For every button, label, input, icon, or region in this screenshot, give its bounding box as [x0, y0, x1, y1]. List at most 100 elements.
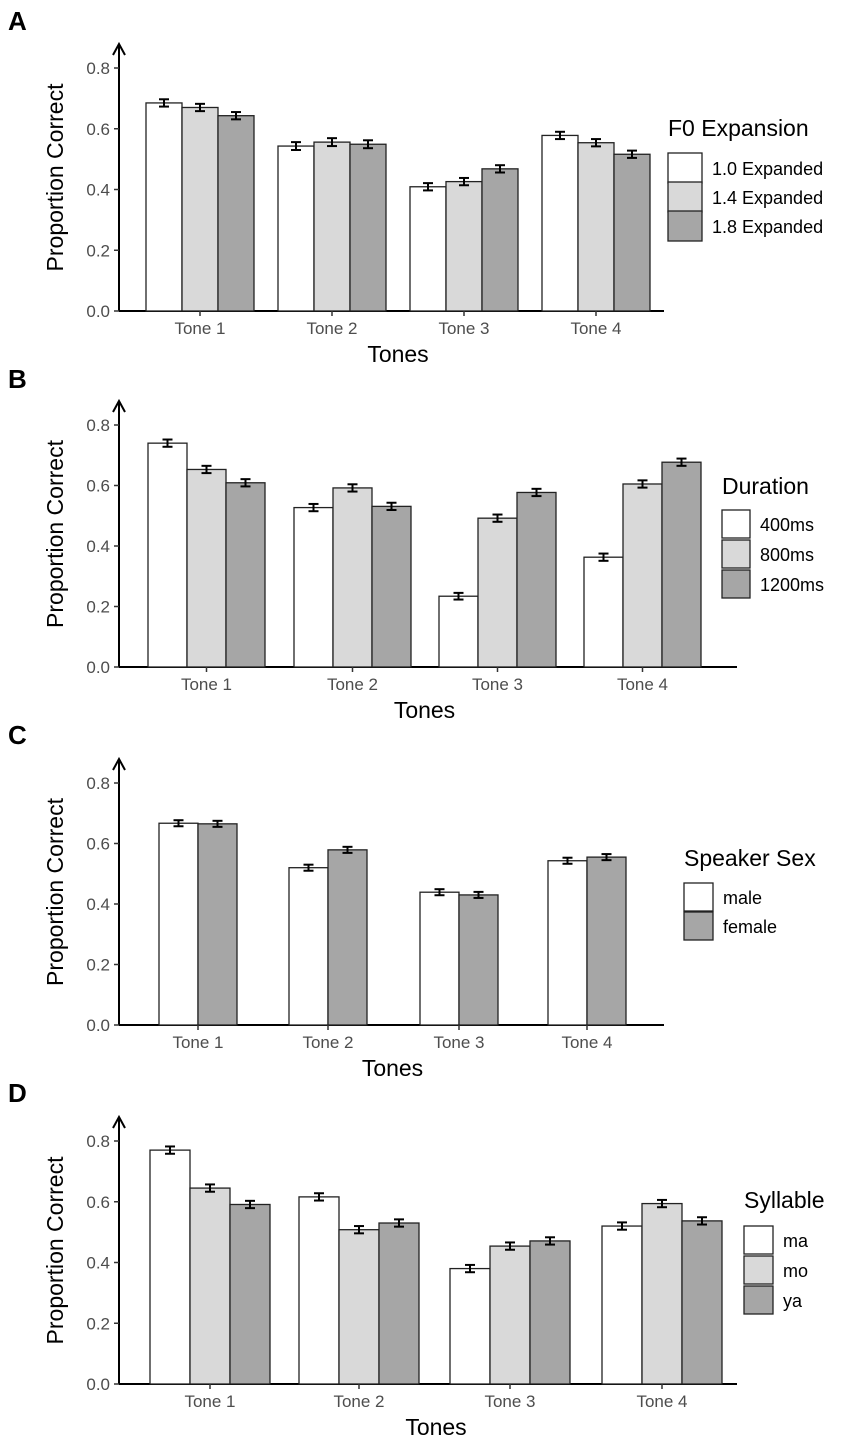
y-axis-title: Proportion Correct	[42, 439, 68, 628]
legend-swatch	[667, 152, 703, 184]
legend-label: ya	[783, 1291, 803, 1311]
y-tick-label: 0.2	[86, 241, 110, 260]
legend-label: female	[723, 917, 777, 937]
y-axis-arrow	[112, 398, 126, 413]
bar	[349, 143, 387, 312]
y-tick-label: 0.0	[86, 658, 110, 677]
bar	[449, 1267, 491, 1385]
panel-letter: C	[8, 720, 27, 750]
x-tick-label: Tone 4	[636, 1392, 687, 1411]
legend-swatch	[683, 882, 714, 912]
bar	[438, 595, 479, 668]
bar	[661, 461, 702, 668]
legend-label: 1.0 Expanded	[712, 159, 823, 179]
y-tick-label: 0.2	[86, 598, 110, 617]
legend-label: 400ms	[760, 515, 814, 535]
y-axis-title: Proportion Correct	[42, 83, 68, 272]
bar	[338, 1229, 380, 1385]
x-tick-label: Tone 1	[184, 1392, 235, 1411]
bar	[186, 468, 227, 668]
y-tick-label: 0.6	[86, 1193, 110, 1212]
y-tick-label: 0.0	[86, 1016, 110, 1035]
x-tick-label: Tone 3	[433, 1033, 484, 1052]
bar	[641, 1202, 683, 1385]
chart-panel-b: B 0.0 0.2 0.4 0.6 0.8 Proportion Correct Tone 1…	[8, 364, 824, 723]
legend-label: 800ms	[760, 545, 814, 565]
legend-title: Duration	[722, 473, 809, 499]
x-tick-label: Tone 2	[333, 1392, 384, 1411]
y-tick-label: 0.4	[86, 1254, 110, 1273]
legend-swatch	[743, 1225, 774, 1255]
x-axis-title: Tones	[367, 341, 428, 367]
bar	[458, 894, 499, 1026]
y-tick-label: 0.4	[86, 181, 110, 200]
bar	[217, 115, 255, 312]
x-tick-label: Tone 3	[472, 675, 523, 694]
x-axis-title: Tones	[394, 697, 455, 723]
chart-panel-c: C 0.0 0.2 0.4 0.6 0.8 Proportion Correct Tone 1…	[8, 720, 816, 1081]
legend-swatch	[721, 569, 751, 599]
bar	[197, 823, 238, 1026]
legend-swatch	[667, 181, 703, 213]
legend-swatch	[721, 539, 751, 569]
y-axis-title: Proportion Correct	[42, 797, 68, 986]
legend-title: Syllable	[744, 1187, 825, 1213]
bar	[681, 1220, 723, 1385]
panel-letter: A	[8, 6, 27, 36]
y-tick-label: 0.6	[86, 477, 110, 496]
legend-swatch	[743, 1255, 774, 1285]
bar	[313, 141, 351, 312]
chart-panel-d: D 0.0 0.2 0.4 0.6 0.8 Proportion Correct Tone 1…	[8, 1078, 825, 1440]
legend-title: F0 Expansion	[668, 115, 809, 141]
y-tick-label: 0.8	[86, 416, 110, 435]
bar	[327, 849, 368, 1026]
x-tick-label: Tone 1	[172, 1033, 223, 1052]
y-tick-label: 0.8	[86, 774, 110, 793]
legend-label: 1.4 Expanded	[712, 188, 823, 208]
legend-swatch	[743, 1285, 774, 1315]
chart-panel-a: A 0.0 0.2 0.4 0.6 0.8 Proportion Correct Tone 1…	[8, 6, 823, 367]
bar	[445, 180, 483, 312]
x-tick-label: Tone 1	[174, 319, 225, 338]
legend-title: Speaker Sex	[684, 845, 816, 871]
bar	[481, 168, 519, 312]
legend-label: mo	[783, 1261, 808, 1281]
y-tick-label: 0.0	[86, 302, 110, 321]
legend-swatch	[683, 911, 714, 941]
y-tick-label: 0.8	[86, 59, 110, 78]
y-tick-label: 0.0	[86, 1375, 110, 1394]
legend-swatch	[667, 210, 703, 242]
bar	[229, 1203, 271, 1385]
legend-label: 1.8 Expanded	[712, 217, 823, 237]
y-tick-label: 0.8	[86, 1132, 110, 1151]
bar	[147, 442, 188, 668]
bar	[601, 1225, 643, 1385]
y-tick-label: 0.2	[86, 1314, 110, 1333]
bar	[586, 856, 627, 1026]
panel-letter: D	[8, 1078, 27, 1108]
y-axis-title: Proportion Correct	[42, 1156, 68, 1345]
bar	[332, 487, 373, 668]
y-tick-label: 0.4	[86, 895, 110, 914]
bar	[409, 186, 447, 312]
y-tick-label: 0.6	[86, 120, 110, 139]
bar	[298, 1196, 340, 1385]
y-axis-arrow	[112, 41, 126, 56]
x-tick-label: Tone 3	[484, 1392, 535, 1411]
bar	[489, 1245, 531, 1385]
y-axis-arrow	[112, 1114, 126, 1129]
bar	[225, 482, 266, 668]
bar	[529, 1240, 571, 1385]
y-tick-label: 0.2	[86, 956, 110, 975]
bar	[149, 1149, 191, 1385]
x-tick-label: Tone 2	[306, 319, 357, 338]
bar	[145, 102, 183, 312]
x-tick-label: Tone 4	[561, 1033, 612, 1052]
bar	[288, 867, 329, 1026]
bar	[547, 860, 588, 1026]
bar	[293, 506, 334, 668]
bar	[181, 106, 219, 312]
y-axis-arrow	[112, 756, 126, 771]
legend-label: male	[723, 888, 762, 908]
bar	[516, 491, 557, 668]
